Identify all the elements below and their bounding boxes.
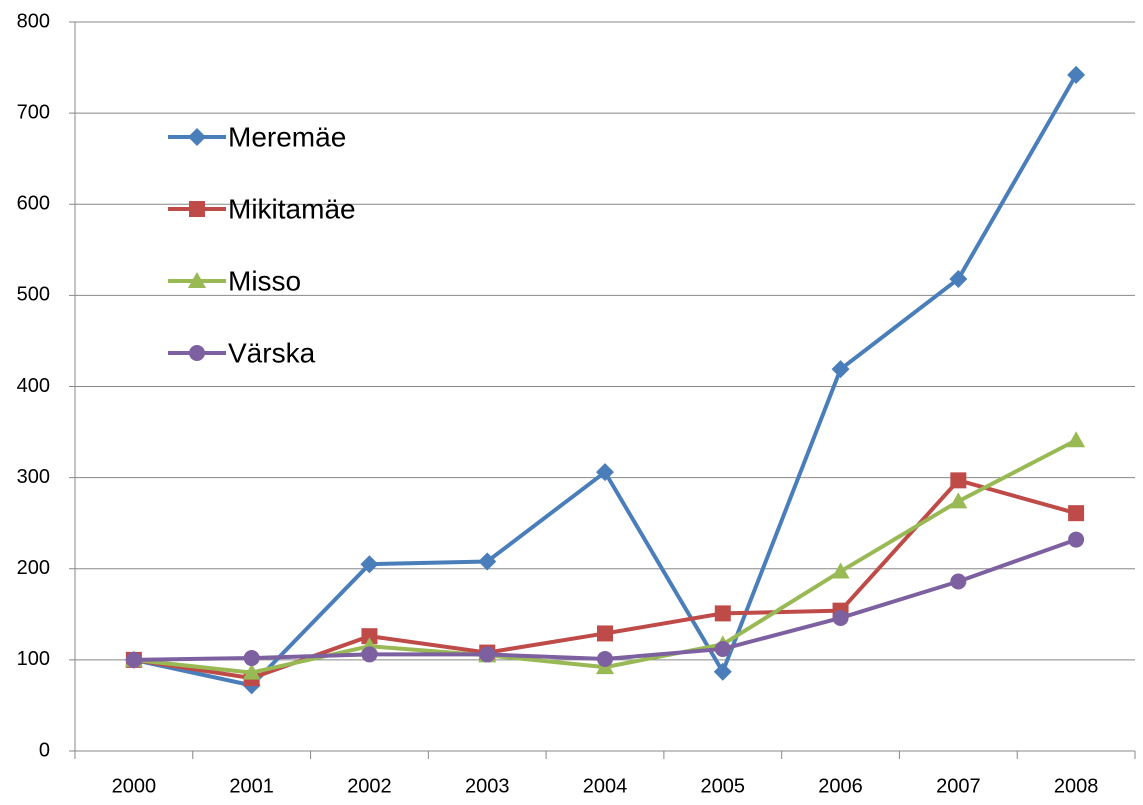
data-point (831, 360, 850, 379)
data-point (596, 463, 614, 482)
data-point (125, 651, 142, 668)
data-point (597, 625, 613, 642)
data-point (714, 605, 731, 622)
y-tick-label: 200 (17, 557, 50, 579)
legend-marker (188, 128, 206, 146)
x-tick-label: 2002 (347, 775, 392, 797)
data-point (360, 555, 379, 574)
data-point (479, 646, 496, 663)
y-tick-label: 700 (17, 101, 50, 123)
legend-label: Värska (228, 337, 316, 368)
y-tick-label: 600 (17, 193, 50, 215)
legend-marker (188, 272, 206, 288)
data-point (831, 562, 850, 579)
data-point (1068, 505, 1085, 522)
data-point (949, 492, 968, 509)
y-tick-label: 500 (17, 284, 50, 306)
legend-label: Meremäe (228, 121, 346, 152)
x-tick-label: 2001 (229, 775, 274, 797)
data-point (950, 472, 967, 489)
data-point (1067, 65, 1086, 84)
x-tick-label: 2008 (1054, 775, 1099, 797)
y-tick-label: 0 (39, 739, 50, 761)
data-point (832, 609, 849, 626)
data-point (714, 640, 731, 657)
data-point (361, 646, 378, 663)
series-line (133, 478, 1077, 681)
x-tick-label: 2000 (112, 775, 157, 797)
data-point (1067, 431, 1086, 448)
data-point (597, 650, 613, 667)
x-tick-label: 2007 (936, 775, 981, 797)
y-tick-label: 800 (17, 10, 50, 32)
legend-label: Mikitamäe (228, 193, 356, 224)
legend-label: Misso (228, 265, 301, 296)
data-point (950, 573, 967, 590)
y-tick-label: 300 (17, 466, 50, 488)
y-tick-label: 100 (17, 648, 50, 670)
x-tick-label: 2003 (465, 775, 510, 797)
legend-marker (189, 201, 205, 217)
data-point (1068, 531, 1085, 548)
data-point (478, 552, 497, 571)
x-tick-label: 2006 (818, 775, 863, 797)
data-point (713, 662, 732, 681)
data-point (361, 628, 378, 645)
x-tick-label: 2005 (701, 775, 746, 797)
series-line (133, 73, 1078, 688)
data-point (243, 650, 260, 667)
y-tick-label: 400 (17, 375, 50, 397)
x-tick-label: 2004 (583, 775, 628, 797)
legend-marker (189, 345, 205, 361)
series-line (133, 537, 1077, 662)
data-point (949, 269, 968, 288)
data-point (242, 663, 261, 680)
